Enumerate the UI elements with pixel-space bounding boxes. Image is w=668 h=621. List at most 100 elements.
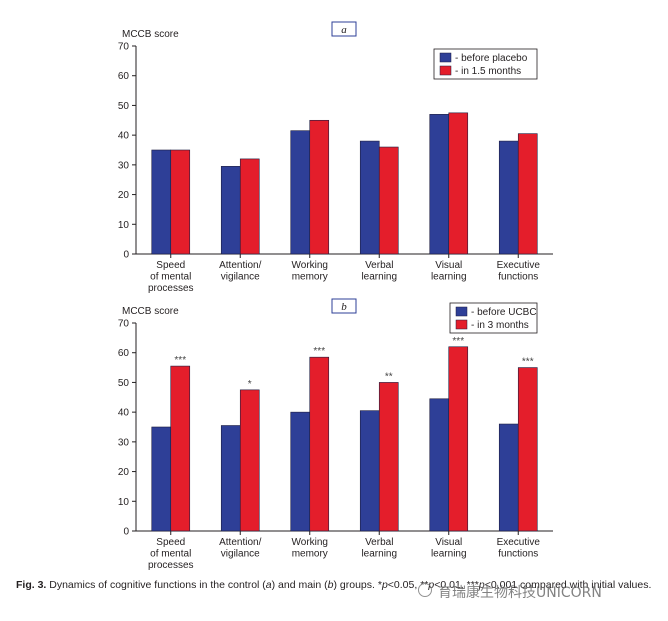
watermark: 育瑞康生物科技UNICORN bbox=[438, 585, 602, 601]
y-tick-label: 10 bbox=[118, 220, 130, 231]
x-category-label-line: learning bbox=[431, 272, 467, 283]
y-tick-label: 70 bbox=[118, 42, 130, 53]
bar-after bbox=[170, 149, 191, 255]
bar-before bbox=[359, 410, 380, 532]
bar-after bbox=[239, 158, 260, 255]
panel-label-box bbox=[331, 298, 357, 314]
legend-label: - before UCBC bbox=[471, 307, 537, 318]
y-tick-label: 40 bbox=[118, 408, 130, 419]
x-category-label-line: Executive bbox=[497, 537, 541, 548]
caption-text-3: ) groups. * bbox=[333, 579, 382, 591]
y-tick-label: 10 bbox=[118, 497, 130, 508]
bar-before bbox=[290, 411, 311, 532]
x-category-label: Visual learning bbox=[431, 260, 467, 283]
x-category-label: Speed of mental processes bbox=[148, 537, 194, 571]
wechat-logo-icon bbox=[418, 583, 432, 597]
x-category-label-line: processes bbox=[148, 560, 194, 571]
legend-label: - in 1.5 months bbox=[455, 66, 521, 77]
x-category-label-line: learning bbox=[361, 549, 397, 560]
y-tick-label: 40 bbox=[118, 131, 130, 142]
bar-before bbox=[151, 149, 172, 255]
x-category-label-line: Attention/ bbox=[219, 537, 261, 548]
bar-before bbox=[429, 398, 450, 532]
legend-label: - before placebo bbox=[455, 53, 528, 64]
x-category-label-line: Visual bbox=[435, 537, 462, 548]
y-axis-label: MCCB score bbox=[122, 29, 179, 40]
bar-after bbox=[448, 346, 469, 532]
x-category-label-line: of mental bbox=[150, 549, 191, 560]
x-category-label: Executive functions bbox=[497, 260, 541, 283]
bar-before bbox=[220, 166, 241, 255]
panel-label: b bbox=[341, 301, 347, 313]
y-tick-label: 20 bbox=[118, 467, 130, 478]
x-category-label-line: Speed bbox=[156, 260, 185, 271]
legend: - before placebo - in 1.5 months bbox=[433, 48, 538, 80]
caption-text-5: <0.01, *** bbox=[434, 579, 479, 591]
x-category-label-line: learning bbox=[431, 549, 467, 560]
x-category-label-line: learning bbox=[361, 272, 397, 283]
y-tick-label: 0 bbox=[123, 527, 129, 538]
significance-marker: *** bbox=[522, 357, 534, 368]
x-category-label-line: vigilance bbox=[221, 272, 260, 283]
caption-p2: p bbox=[428, 579, 435, 591]
y-tick-label: 30 bbox=[118, 160, 130, 171]
x-category-label-line: vigilance bbox=[221, 549, 260, 560]
y-axis-label: MCCB score bbox=[122, 306, 179, 317]
x-category-label-line: Working bbox=[292, 537, 329, 548]
legend: - before UCBC - in 3 months bbox=[449, 302, 538, 334]
x-category-label-line: of mental bbox=[150, 272, 191, 283]
x-category-label: Working memory bbox=[292, 537, 329, 560]
figure-caption: Fig. 3. Dynamics of cognitive functions … bbox=[16, 579, 656, 591]
x-category-label-line: Working bbox=[292, 260, 329, 271]
x-category-label: Verbal learning bbox=[361, 260, 397, 283]
y-tick-label: 0 bbox=[123, 250, 129, 261]
bar-before bbox=[220, 425, 241, 532]
bar-before bbox=[429, 114, 450, 255]
x-category-label-line: memory bbox=[292, 549, 328, 560]
panel-label: a bbox=[341, 24, 347, 36]
caption-text-1: Dynamics of cognitive functions in the c… bbox=[46, 579, 266, 591]
bar-after bbox=[378, 382, 399, 532]
y-tick-label: 50 bbox=[118, 378, 130, 389]
x-category-label: Speed of mental processes bbox=[148, 260, 194, 294]
caption-text-6: <0.001 compared with initial values. bbox=[484, 579, 652, 591]
bar-after bbox=[239, 389, 260, 532]
legend-swatch bbox=[439, 52, 452, 63]
x-category-label: Working memory bbox=[292, 260, 329, 283]
panel-label-box bbox=[331, 21, 357, 37]
bar-after bbox=[309, 119, 330, 255]
significance-marker: *** bbox=[452, 336, 464, 347]
significance-marker: * bbox=[248, 379, 252, 390]
bar-before bbox=[359, 140, 380, 255]
x-category-label: Attention/vigilance bbox=[219, 260, 261, 283]
x-category-label-line: Visual bbox=[435, 260, 462, 271]
significance-marker: ** bbox=[385, 371, 393, 382]
bar-before bbox=[498, 423, 519, 532]
bar-before bbox=[290, 130, 311, 255]
x-category-label: Verbal learning bbox=[361, 537, 397, 560]
x-category-label-line: Verbal bbox=[365, 537, 393, 548]
x-category-label-line: processes bbox=[148, 283, 194, 294]
bar-before bbox=[498, 140, 519, 255]
legend-swatch bbox=[455, 319, 468, 330]
y-tick-label: 30 bbox=[118, 437, 130, 448]
bar-after bbox=[378, 146, 399, 255]
y-tick-label: 50 bbox=[118, 101, 130, 112]
bar-before bbox=[151, 426, 172, 532]
bar-after bbox=[170, 365, 191, 532]
bar-after bbox=[517, 367, 538, 532]
significance-marker: *** bbox=[174, 355, 186, 366]
x-category-label-line: functions bbox=[498, 272, 538, 283]
caption-panel-b: b bbox=[327, 579, 334, 591]
y-tick-label: 20 bbox=[118, 190, 130, 201]
chart-panel-a: MCCB score a 0 10 20 30 40 50 60 70 Speed of mental… bbox=[118, 21, 553, 294]
caption-p3: p bbox=[478, 579, 485, 591]
x-category-label-line: Executive bbox=[497, 260, 541, 271]
x-category-label-line: memory bbox=[292, 272, 328, 283]
caption-fig-label: Fig. 3. bbox=[16, 579, 47, 591]
legend-swatch bbox=[455, 306, 468, 317]
bar-after bbox=[309, 356, 330, 532]
legend-label: - in 3 months bbox=[471, 320, 529, 331]
